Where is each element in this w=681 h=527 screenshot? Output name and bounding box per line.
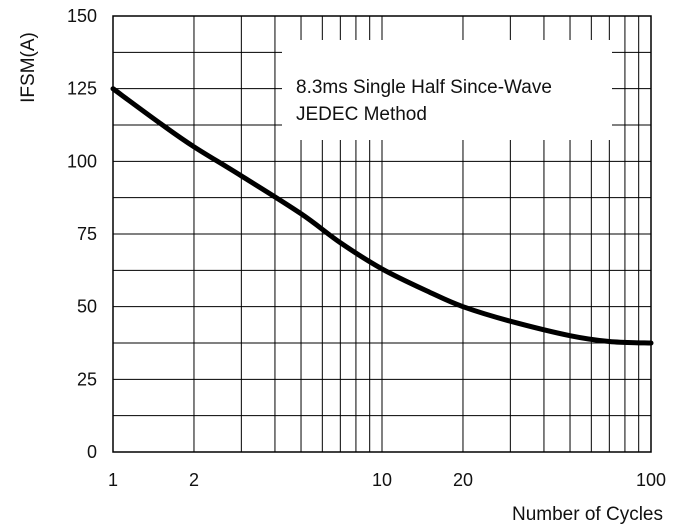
- annotation: 8.3ms Single Half Since-Wave JEDEC Method: [296, 77, 552, 125]
- annotation-line: JEDEC Method: [296, 104, 427, 125]
- y-tick-label: 50: [77, 297, 97, 317]
- series-line: [110, 86, 654, 346]
- y-tick-label: 0: [87, 442, 97, 462]
- y-axis-label: IFSM(A): [18, 32, 39, 103]
- y-tick-label: 25: [77, 369, 97, 389]
- series-group: [110, 86, 654, 346]
- annotation-line: 8.3ms Single Half Since-Wave: [296, 77, 552, 98]
- x-tick-label: 20: [453, 470, 473, 490]
- annotation-box: [282, 40, 612, 140]
- y-tick-label: 125: [67, 79, 97, 99]
- x-tick-label: 1: [108, 470, 118, 490]
- y-tick-label: 100: [67, 151, 97, 171]
- y-tick-label: 150: [67, 6, 97, 26]
- y-tick-label: 75: [77, 224, 97, 244]
- y-tick-labels: 0 25 50 75 100 125 150: [67, 6, 97, 462]
- plot-frame: [112, 15, 652, 453]
- x-tick-labels: 1 2 10 20 100: [108, 470, 666, 490]
- x-axis-label: Number of Cycles: [512, 504, 663, 525]
- x-tick-label: 100: [636, 470, 666, 490]
- x-tick-label: 2: [189, 470, 199, 490]
- x-tick-label: 10: [372, 470, 392, 490]
